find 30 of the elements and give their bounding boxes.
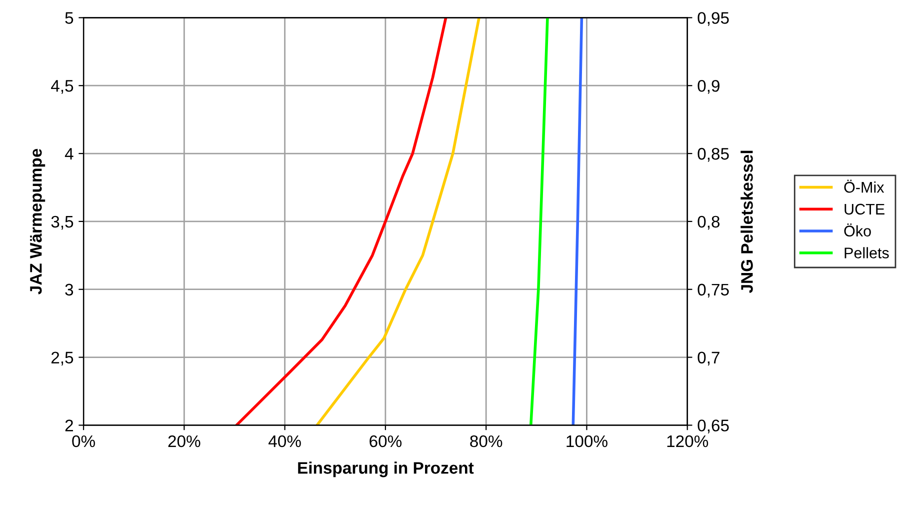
y-axis-title: JAZ Wärmepumpe — [30, 148, 46, 294]
y-tick-label: 3 — [65, 284, 74, 296]
y-tick-label: 4,5 — [51, 80, 74, 94]
y2-tick-label: 0,7 — [698, 352, 720, 366]
legend-label: Ö-Mix — [844, 180, 884, 193]
line-series — [235, 18, 448, 426]
y2-tick-label: 0,8 — [698, 216, 720, 230]
x-tick-label: 40% — [268, 435, 301, 448]
y2-tick-label: 0,85 — [698, 148, 729, 162]
x-tick-label: 20% — [168, 435, 200, 448]
x-tick-label: 120% — [667, 435, 708, 448]
x-tick-label: 60% — [370, 435, 402, 448]
x-tick-label: 80% — [470, 435, 502, 448]
x-axis-title: Einsparung in Prozent — [298, 462, 474, 478]
legend-label: Öko — [844, 224, 871, 236]
line-series — [316, 18, 480, 426]
y-tick-label: 2,5 — [51, 352, 74, 366]
y2-axis-title: JNG Pelletskessel — [740, 150, 753, 293]
x-tick-label: 100% — [566, 435, 608, 448]
y2-tick-label: 0,95 — [698, 12, 729, 26]
y-tick-label: 5 — [65, 12, 74, 24]
y2-tick-label: 0,75 — [698, 284, 729, 298]
y2-tick-label: 0,65 — [698, 420, 729, 434]
legend-label: Pellets — [844, 247, 889, 258]
y-tick-label: 3,5 — [51, 216, 74, 230]
y-tick-label: 2 — [65, 420, 73, 432]
legend-label: UCTE — [844, 204, 884, 215]
y2-tick-label: 0,9 — [698, 80, 720, 94]
y-tick-label: 4 — [64, 148, 74, 160]
x-tick-label: 0% — [72, 435, 95, 448]
